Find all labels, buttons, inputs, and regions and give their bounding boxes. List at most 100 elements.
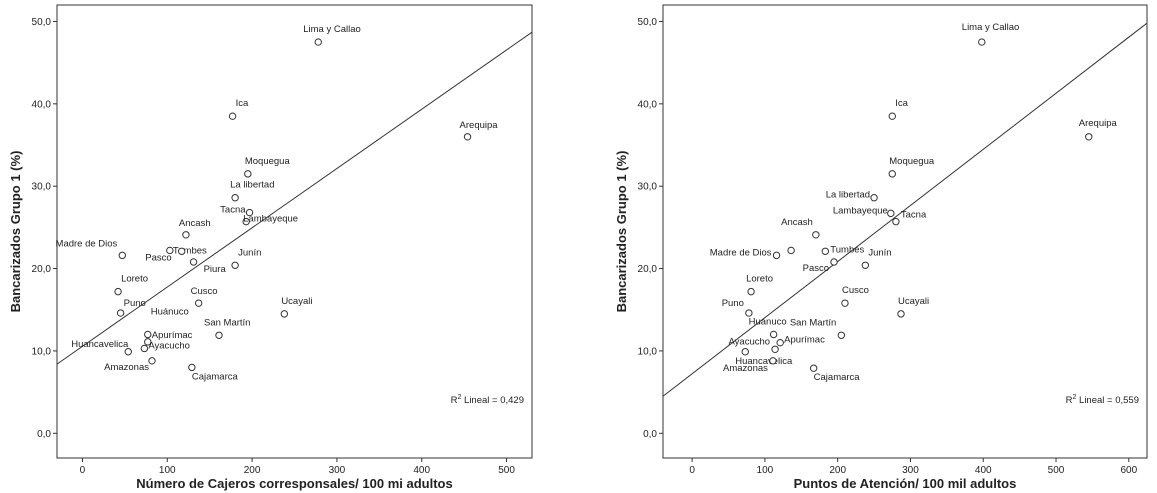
point-label: Junín: [868, 247, 891, 258]
point-label: Cusco: [191, 286, 218, 297]
data-point: [182, 231, 190, 239]
point-label: Pasco: [803, 263, 829, 274]
point-label: Huancavelica: [735, 356, 793, 367]
data-point: [978, 38, 986, 46]
y-tick-label: 50,0: [32, 17, 52, 28]
r-squared-annotation: R2 Lineal = 0,429: [451, 394, 524, 406]
point-label: Loreto: [746, 274, 773, 285]
x-tick-label: 400: [413, 465, 430, 476]
point-label: Cajamarca: [814, 372, 861, 383]
x-tick-label: 500: [1048, 465, 1065, 476]
data-point: [821, 247, 830, 255]
data-point: [242, 217, 250, 226]
data-point: [228, 112, 237, 120]
point-label: Lima y Callao: [962, 22, 1020, 33]
point-label: Loreto: [121, 274, 148, 285]
point-label: Ayacucho: [148, 340, 190, 351]
data-point: [280, 310, 289, 318]
data-point: [116, 309, 125, 317]
x-tick-label: 200: [829, 465, 846, 476]
y-tick-label: 30,0: [638, 182, 658, 193]
point-label: Ucayali: [281, 296, 312, 307]
point-label: Pasco: [145, 252, 171, 263]
point-label: Apurímac: [152, 330, 193, 341]
data-point: [870, 194, 878, 202]
data-point: [189, 258, 198, 266]
point-label: Huancavelica: [71, 339, 129, 350]
data-point: [745, 309, 753, 317]
data-point: [118, 251, 127, 260]
data-point: [177, 247, 186, 255]
data-point: [124, 348, 132, 356]
point-label: Tumbes: [173, 245, 207, 256]
data-point: [787, 246, 795, 255]
point-label: Huánuco: [749, 316, 787, 327]
y-axis-title: Bancarizados Grupo 1 (%): [8, 151, 23, 313]
x-tick-label: 200: [244, 465, 261, 476]
data-point: [741, 348, 749, 356]
data-point: [245, 208, 254, 217]
point-label: Piura: [204, 264, 227, 275]
data-point: [140, 344, 149, 353]
point-label: Ica: [895, 98, 908, 109]
x-tick-label: 300: [902, 465, 919, 476]
y-tick-label: 20,0: [32, 264, 52, 275]
point-label: Puno: [124, 298, 146, 309]
data-point: [144, 330, 152, 339]
y-tick-label: 50,0: [638, 17, 658, 28]
point-label: Tumbes: [830, 244, 864, 255]
point-label: Huánuco: [151, 306, 189, 317]
r-squared-superscript: 2: [1072, 394, 1076, 401]
x-tick-label: 500: [498, 465, 515, 476]
point-label: Lambayeque: [243, 214, 298, 225]
data-point: [1085, 133, 1093, 141]
data-point: [747, 287, 755, 296]
r-squared-annotation: R2 Lineal = 0,559: [1066, 394, 1139, 406]
data-point: [114, 287, 122, 296]
data-point: [231, 194, 239, 202]
plot-frame: [662, 4, 1148, 459]
x-tick-label: 100: [159, 465, 176, 476]
data-point: [837, 331, 846, 339]
data-point: [769, 330, 778, 339]
data-point: [148, 357, 156, 365]
plot-frame: [56, 4, 533, 459]
data-point: [841, 299, 849, 307]
data-point: [244, 170, 252, 178]
point-label: Madre de Dios: [56, 238, 118, 249]
point-label: Puno: [722, 298, 744, 309]
data-point: [809, 364, 818, 372]
r-squared-value: Lineal = 0,559: [1076, 395, 1139, 406]
point-label: Lambayeque: [833, 205, 888, 216]
data-point: [769, 357, 777, 365]
y-tick-label: 0,0: [37, 429, 51, 440]
point-label: Amazonas: [723, 363, 768, 374]
point-label: Ica: [236, 98, 249, 109]
data-point: [888, 112, 896, 120]
data-point: [188, 363, 196, 372]
r-squared-superscript: 2: [457, 394, 461, 401]
x-tick-label: 0: [80, 465, 86, 476]
point-label: Lima y Callao: [303, 24, 361, 35]
data-point: [897, 310, 905, 318]
point-label: Junín: [238, 247, 261, 258]
point-label: Tacna: [220, 205, 246, 216]
data-point: [314, 38, 322, 46]
data-point: [861, 261, 870, 269]
x-tick-label: 300: [329, 465, 346, 476]
data-point: [776, 338, 784, 347]
data-point: [166, 246, 174, 255]
data-point: [231, 261, 239, 269]
y-tick-label: 20,0: [638, 264, 658, 275]
x-tick-label: 600: [1120, 465, 1137, 476]
data-point: [144, 338, 152, 346]
data-point: [830, 258, 838, 266]
data-point: [887, 209, 895, 218]
fit-line: [662, 22, 1148, 397]
y-tick-label: 30,0: [32, 182, 52, 193]
y-tick-label: 0,0: [643, 429, 657, 440]
point-label: San Martín: [790, 317, 836, 328]
r-squared-prefix: R: [1066, 395, 1073, 406]
point-label: Ancash: [781, 217, 813, 228]
